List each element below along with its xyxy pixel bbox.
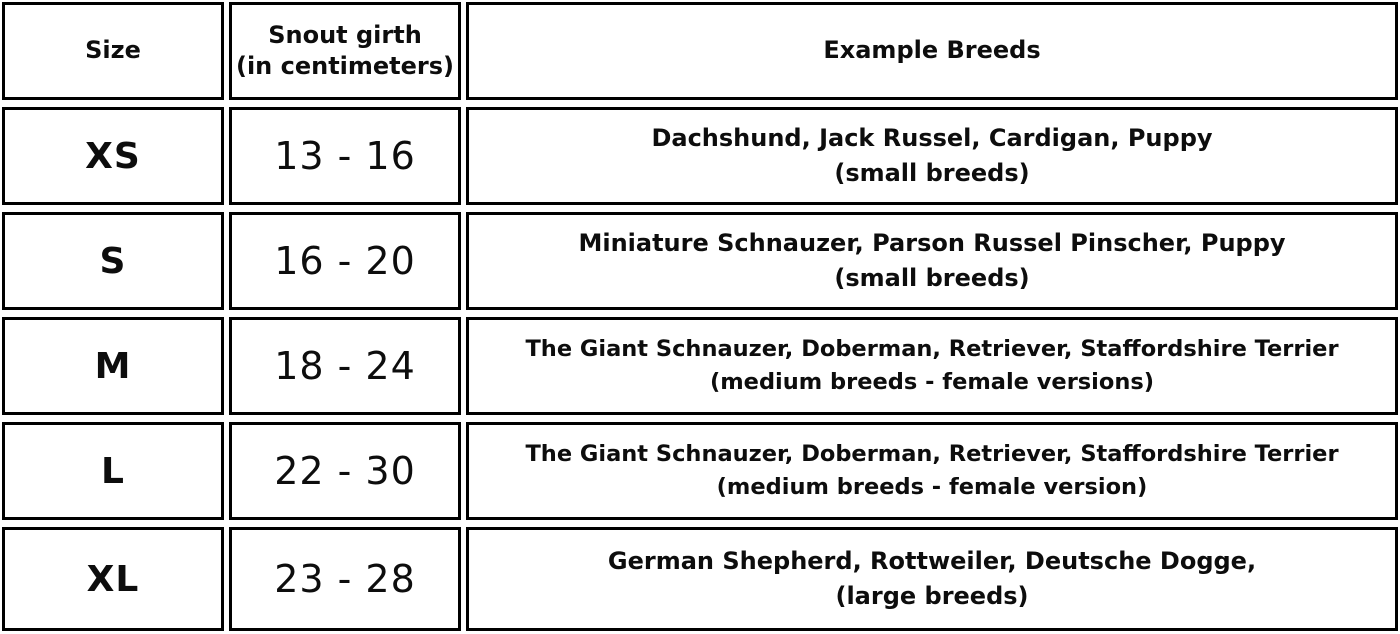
girth-cell: 18 - 24 [229, 317, 461, 415]
girth-cell: 22 - 30 [229, 422, 461, 520]
size-cell: M [2, 317, 224, 415]
header-example-breeds: Example Breeds [466, 2, 1398, 100]
girth-cell: 16 - 20 [229, 212, 461, 310]
breeds-cell: Dachshund, Jack Russel, Cardigan, Puppy … [466, 107, 1398, 205]
header-size: Size [2, 2, 224, 100]
girth-cell: 13 - 16 [229, 107, 461, 205]
size-cell: XS [2, 107, 224, 205]
breeds-cell: German Shepherd, Rottweiler, Deutsche Do… [466, 527, 1398, 631]
breeds-cell: The Giant Schnauzer, Doberman, Retriever… [466, 422, 1398, 520]
size-cell: XL [2, 527, 224, 631]
header-snout-girth: Snout girth (in centimeters) [229, 2, 461, 100]
size-cell: S [2, 212, 224, 310]
breeds-cell: Miniature Schnauzer, Parson Russel Pinsc… [466, 212, 1398, 310]
breeds-cell: The Giant Schnauzer, Doberman, Retriever… [466, 317, 1398, 415]
size-cell: L [2, 422, 224, 520]
girth-cell: 23 - 28 [229, 527, 461, 631]
